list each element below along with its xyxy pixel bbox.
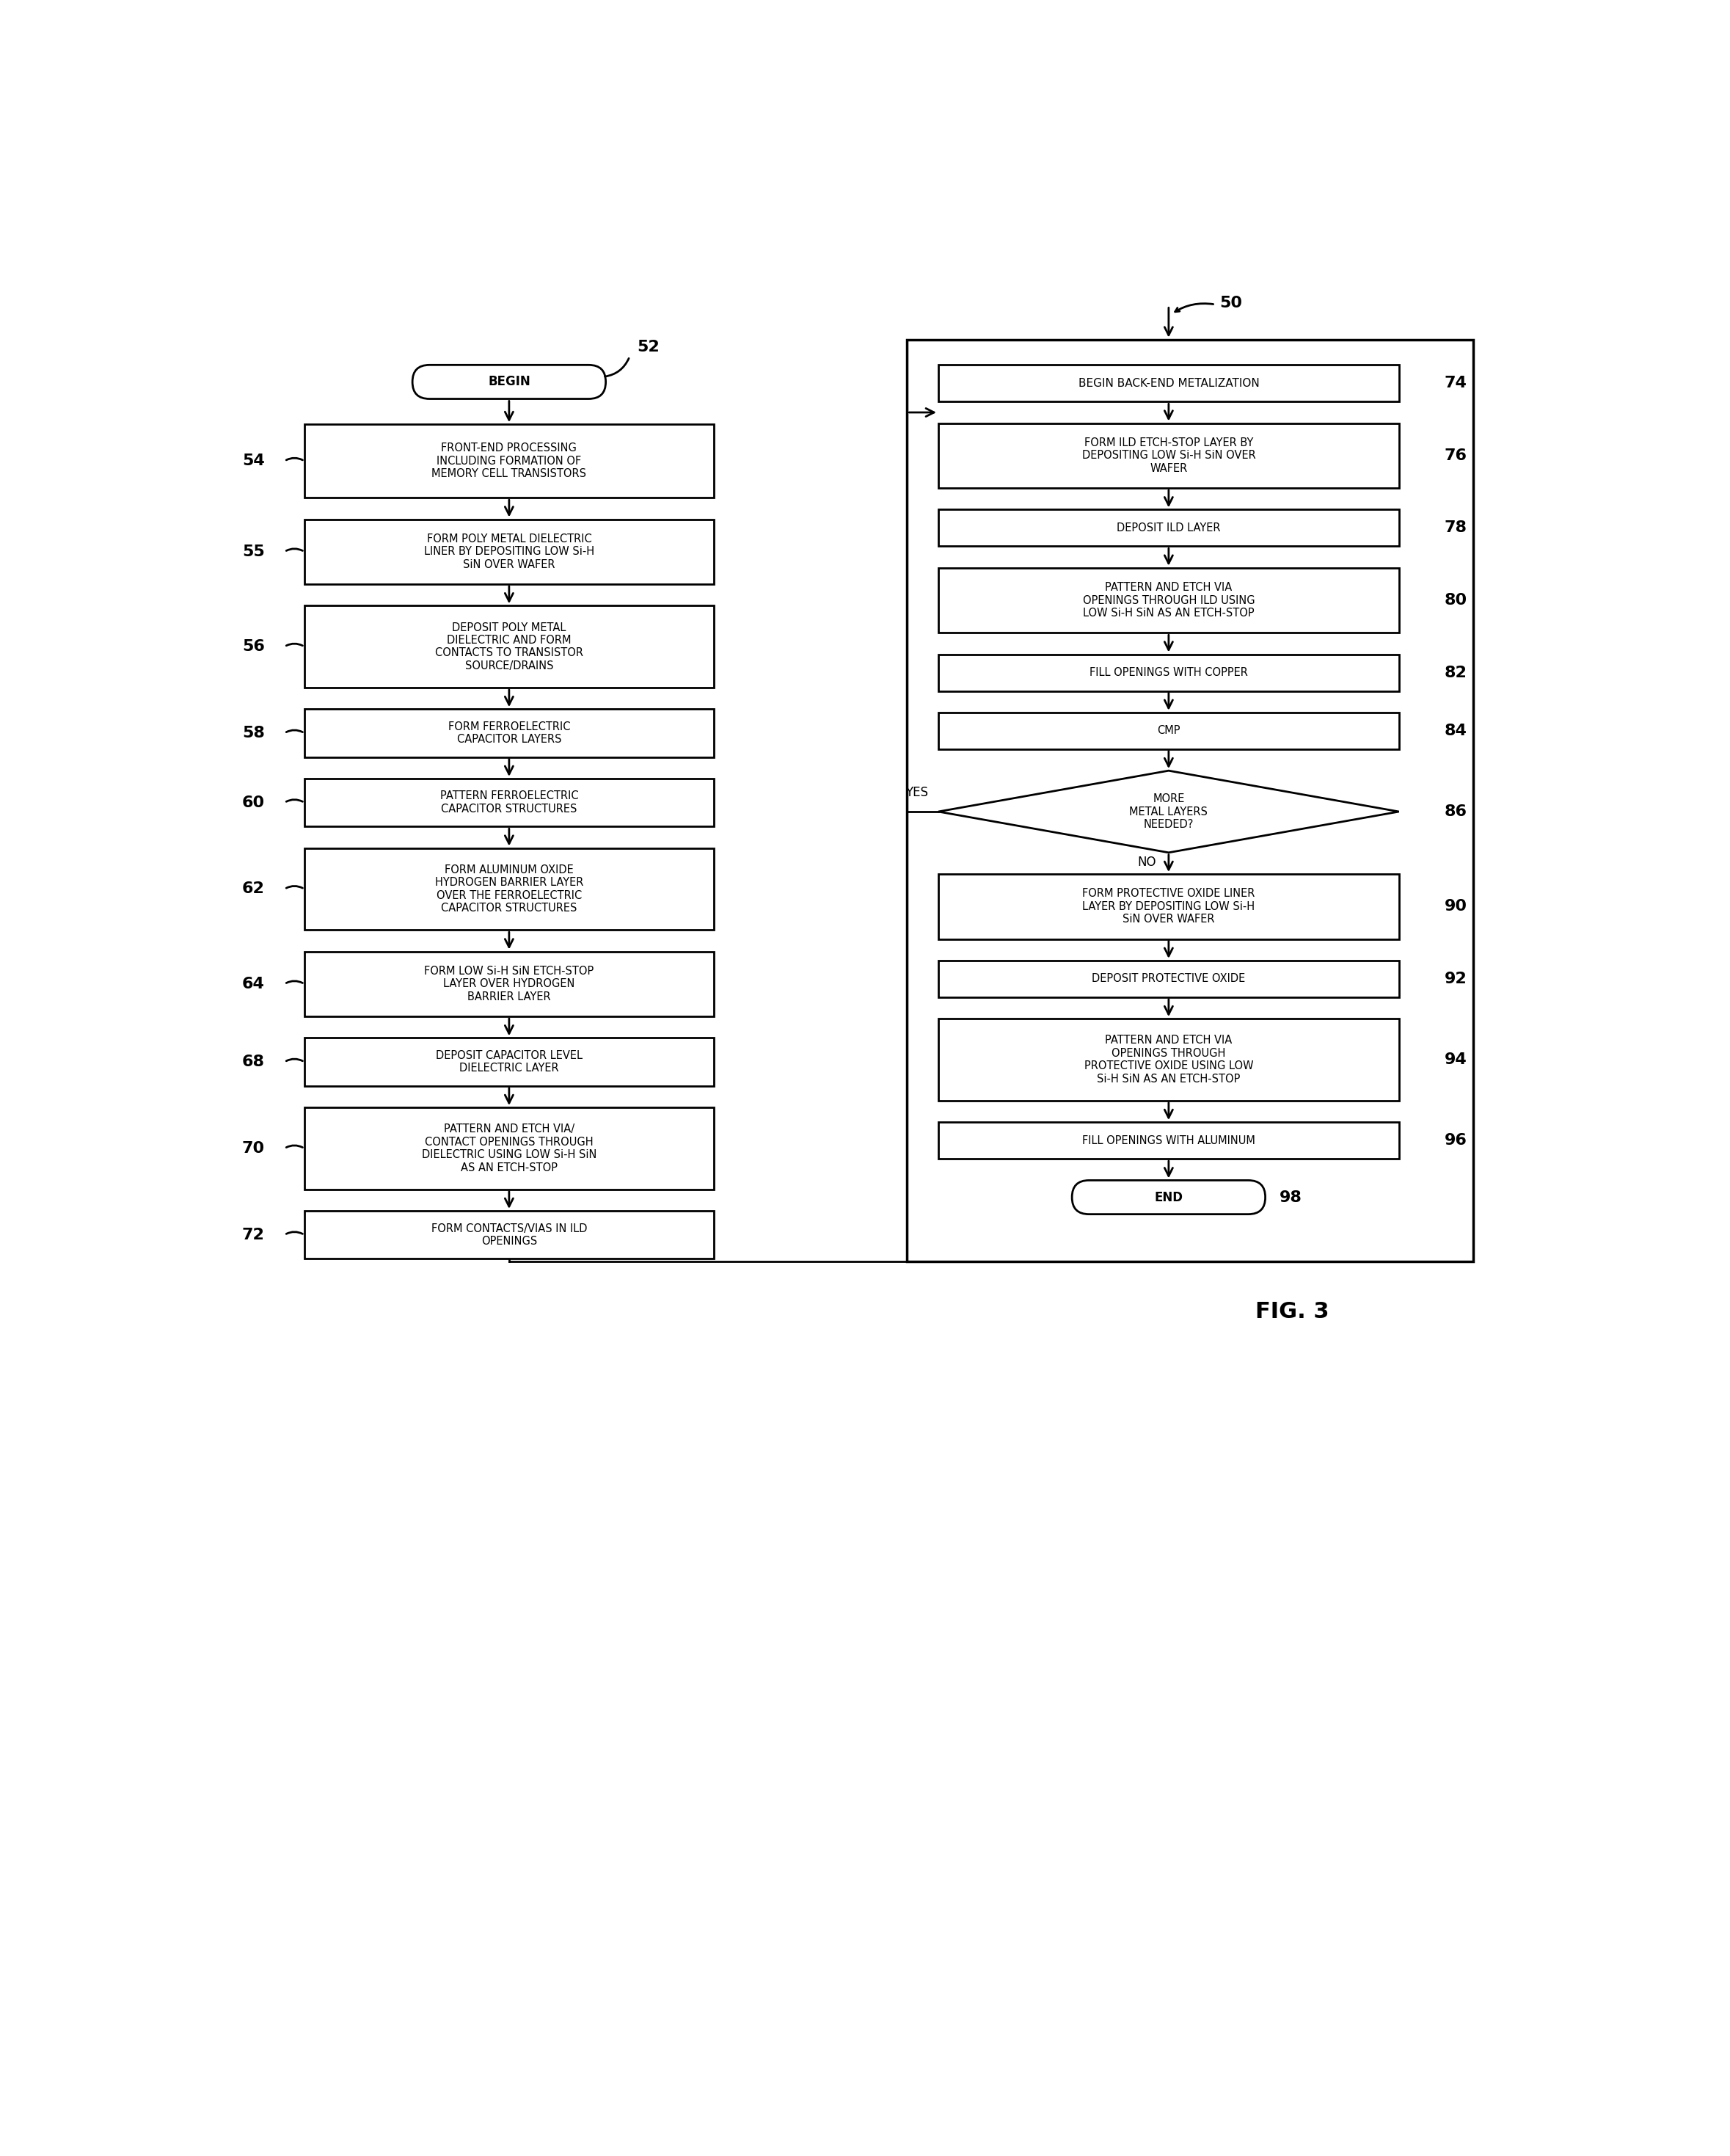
FancyBboxPatch shape xyxy=(1073,1179,1265,1214)
Text: 70: 70 xyxy=(242,1141,265,1156)
FancyBboxPatch shape xyxy=(304,1212,714,1259)
Text: 94: 94 xyxy=(1445,1052,1467,1067)
FancyBboxPatch shape xyxy=(938,567,1400,632)
FancyBboxPatch shape xyxy=(304,951,714,1015)
Text: DEPOSIT ILD LAYER: DEPOSIT ILD LAYER xyxy=(1118,522,1221,533)
Text: 84: 84 xyxy=(1445,724,1467,737)
Text: FILL OPENINGS WITH COPPER: FILL OPENINGS WITH COPPER xyxy=(1090,666,1247,679)
FancyBboxPatch shape xyxy=(938,653,1400,690)
Text: END: END xyxy=(1154,1190,1183,1203)
FancyBboxPatch shape xyxy=(938,962,1400,998)
Text: 82: 82 xyxy=(1445,666,1467,679)
FancyBboxPatch shape xyxy=(304,1037,714,1087)
Text: PATTERN FERROELECTRIC
CAPACITOR STRUCTURES: PATTERN FERROELECTRIC CAPACITOR STRUCTUR… xyxy=(439,791,578,815)
Text: 50: 50 xyxy=(1220,295,1242,310)
Text: FORM PROTECTIVE OXIDE LINER
LAYER BY DEPOSITING LOW Si-H
SiN OVER WAFER: FORM PROTECTIVE OXIDE LINER LAYER BY DEP… xyxy=(1083,888,1254,925)
FancyBboxPatch shape xyxy=(304,1108,714,1190)
FancyBboxPatch shape xyxy=(938,1121,1400,1158)
Text: FORM POLY METAL DIELECTRIC
LINER BY DEPOSITING LOW Si-H
SiN OVER WAFER: FORM POLY METAL DIELECTRIC LINER BY DEPO… xyxy=(424,533,593,569)
Text: 96: 96 xyxy=(1445,1134,1467,1147)
Text: 98: 98 xyxy=(1280,1190,1303,1205)
Text: 72: 72 xyxy=(242,1227,265,1242)
Text: DEPOSIT CAPACITOR LEVEL
DIELECTRIC LAYER: DEPOSIT CAPACITOR LEVEL DIELECTRIC LAYER xyxy=(436,1050,583,1074)
Text: FORM ALUMINUM OXIDE
HYDROGEN BARRIER LAYER
OVER THE FERROELECTRIC
CAPACITOR STRU: FORM ALUMINUM OXIDE HYDROGEN BARRIER LAY… xyxy=(434,865,583,914)
Text: 54: 54 xyxy=(242,453,265,468)
Text: 86: 86 xyxy=(1445,804,1467,819)
Text: DEPOSIT PROTECTIVE OXIDE: DEPOSIT PROTECTIVE OXIDE xyxy=(1092,972,1246,985)
FancyBboxPatch shape xyxy=(938,423,1400,487)
Text: 58: 58 xyxy=(242,727,265,740)
FancyBboxPatch shape xyxy=(304,847,714,929)
Text: 56: 56 xyxy=(242,640,265,653)
Text: PATTERN AND ETCH VIA
OPENINGS THROUGH
PROTECTIVE OXIDE USING LOW
Si-H SiN AS AN : PATTERN AND ETCH VIA OPENINGS THROUGH PR… xyxy=(1085,1035,1253,1084)
Text: 60: 60 xyxy=(242,796,265,811)
Text: FORM CONTACTS/VIAS IN ILD
OPENINGS: FORM CONTACTS/VIAS IN ILD OPENINGS xyxy=(431,1222,586,1246)
FancyBboxPatch shape xyxy=(412,364,605,399)
Text: DEPOSIT POLY METAL
DIELECTRIC AND FORM
CONTACTS TO TRANSISTOR
SOURCE/DRAINS: DEPOSIT POLY METAL DIELECTRIC AND FORM C… xyxy=(434,621,583,671)
Text: 90: 90 xyxy=(1445,899,1467,914)
FancyBboxPatch shape xyxy=(304,520,714,584)
Text: 92: 92 xyxy=(1445,972,1467,985)
FancyBboxPatch shape xyxy=(304,709,714,757)
Text: 74: 74 xyxy=(1445,375,1467,390)
Text: PATTERN AND ETCH VIA/
CONTACT OPENINGS THROUGH
DIELECTRIC USING LOW Si-H SiN
AS : PATTERN AND ETCH VIA/ CONTACT OPENINGS T… xyxy=(422,1123,597,1173)
Text: 78: 78 xyxy=(1445,520,1467,535)
Text: 52: 52 xyxy=(637,341,659,356)
Text: NO: NO xyxy=(1137,856,1156,869)
Text: FRONT-END PROCESSING
INCLUDING FORMATION OF
MEMORY CELL TRANSISTORS: FRONT-END PROCESSING INCLUDING FORMATION… xyxy=(432,442,586,479)
FancyBboxPatch shape xyxy=(938,1020,1400,1102)
Text: 68: 68 xyxy=(242,1054,265,1069)
Polygon shape xyxy=(938,770,1400,852)
Text: CMP: CMP xyxy=(1157,724,1180,737)
Text: FORM FERROELECTRIC
CAPACITOR LAYERS: FORM FERROELECTRIC CAPACITOR LAYERS xyxy=(448,722,571,746)
FancyBboxPatch shape xyxy=(304,425,714,498)
Text: 64: 64 xyxy=(242,977,265,992)
Text: 62: 62 xyxy=(242,882,265,897)
Text: BEGIN BACK-END METALIZATION: BEGIN BACK-END METALIZATION xyxy=(1078,377,1259,388)
FancyBboxPatch shape xyxy=(938,509,1400,545)
Bar xyxy=(907,338,1472,1261)
Text: 76: 76 xyxy=(1445,448,1467,464)
Text: BEGIN: BEGIN xyxy=(488,375,531,388)
FancyBboxPatch shape xyxy=(304,778,714,826)
Text: FORM LOW Si-H SiN ETCH-STOP
LAYER OVER HYDROGEN
BARRIER LAYER: FORM LOW Si-H SiN ETCH-STOP LAYER OVER H… xyxy=(424,966,593,1003)
FancyBboxPatch shape xyxy=(938,873,1400,940)
Text: 80: 80 xyxy=(1445,593,1467,608)
FancyBboxPatch shape xyxy=(304,606,714,688)
FancyBboxPatch shape xyxy=(938,364,1400,401)
Text: FORM ILD ETCH-STOP LAYER BY
DEPOSITING LOW Si-H SiN OVER
WAFER: FORM ILD ETCH-STOP LAYER BY DEPOSITING L… xyxy=(1081,438,1256,474)
Text: FILL OPENINGS WITH ALUMINUM: FILL OPENINGS WITH ALUMINUM xyxy=(1083,1134,1256,1147)
FancyBboxPatch shape xyxy=(938,711,1400,748)
Text: MORE
METAL LAYERS
NEEDED?: MORE METAL LAYERS NEEDED? xyxy=(1130,793,1208,830)
Text: PATTERN AND ETCH VIA
OPENINGS THROUGH ILD USING
LOW Si-H SiN AS AN ETCH-STOP: PATTERN AND ETCH VIA OPENINGS THROUGH IL… xyxy=(1083,582,1254,619)
Text: 55: 55 xyxy=(242,543,265,558)
Text: FIG. 3: FIG. 3 xyxy=(1256,1302,1329,1322)
Text: YES: YES xyxy=(905,787,927,800)
